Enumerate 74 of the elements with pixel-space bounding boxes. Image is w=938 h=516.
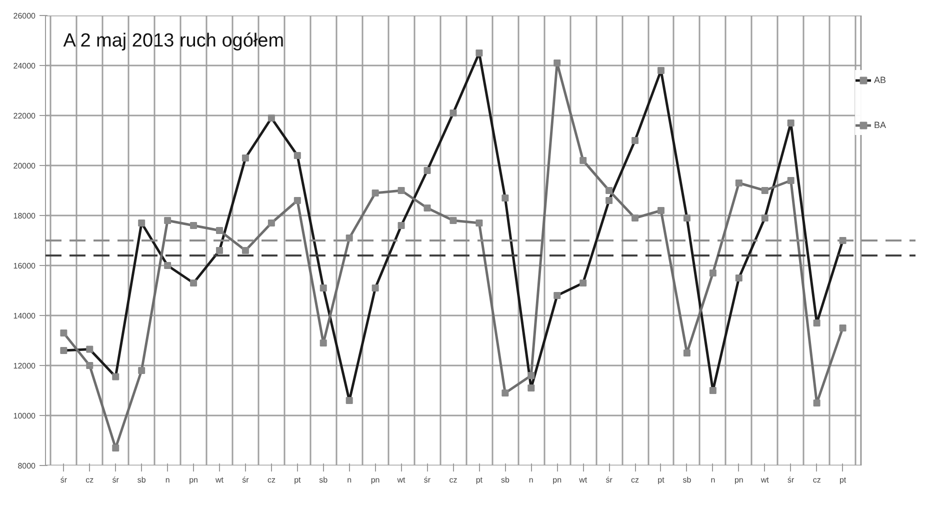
y-tick-label: 22000 <box>13 112 36 120</box>
x-tick-label: cz <box>86 476 94 484</box>
point <box>709 270 716 276</box>
y-tick-label: 14000 <box>13 312 36 320</box>
legend-label: AB <box>874 74 888 86</box>
point <box>813 400 820 406</box>
y-tick-label: 10000 <box>13 412 36 420</box>
x-tick-label: pt <box>476 476 484 484</box>
x-tick-label: cz <box>267 476 276 484</box>
point <box>554 60 561 66</box>
x-tick-label: n <box>347 476 352 484</box>
y-tick-label: 8000 <box>18 462 36 470</box>
point <box>242 247 249 254</box>
point <box>580 157 587 164</box>
y-tick-label: 18000 <box>13 212 36 220</box>
point <box>502 390 509 396</box>
x-tick-label: sb <box>137 476 146 484</box>
x-tick-label: śr <box>112 476 120 484</box>
point <box>268 220 275 226</box>
point <box>476 220 483 226</box>
x-tick-label: n <box>165 476 170 484</box>
x-tick-label: śr <box>424 476 431 484</box>
point <box>632 214 639 222</box>
point <box>398 187 405 194</box>
point <box>735 180 742 186</box>
point <box>761 187 768 194</box>
x-tick-label: pn <box>189 476 198 484</box>
x-tick-label: pt <box>839 476 847 484</box>
x-tick-label: pt <box>658 476 666 484</box>
x-tick-label: śr <box>606 476 613 484</box>
x-tick-label: sb <box>500 476 510 484</box>
x-tick-label: cz <box>812 476 821 484</box>
point <box>528 372 535 379</box>
point <box>164 217 172 224</box>
x-tick-label: pn <box>734 476 744 484</box>
point <box>683 350 690 356</box>
point <box>294 197 301 204</box>
y-tick-label: 12000 <box>13 362 36 370</box>
x-tick-label: n <box>528 476 534 484</box>
point <box>450 217 457 224</box>
point <box>190 222 198 229</box>
point <box>839 324 846 332</box>
point <box>787 177 794 184</box>
point <box>138 367 146 374</box>
point <box>606 187 613 194</box>
y-tick-label: 24000 <box>13 62 36 70</box>
x-tick-label: wt <box>396 476 406 484</box>
point <box>60 330 68 336</box>
x-tick-label: śr <box>788 476 795 484</box>
x-tick-label: pt <box>294 476 302 484</box>
x-tick-label: pn <box>370 476 380 484</box>
point <box>424 204 431 212</box>
x-tick-label: sb <box>319 476 328 484</box>
y-tick-label: 20000 <box>13 162 36 170</box>
y-tick-label: 16000 <box>13 262 36 270</box>
x-tick-label: śr <box>60 476 68 484</box>
x-tick-label: sb <box>682 476 692 484</box>
point <box>320 340 327 346</box>
x-tick-label: śr <box>242 476 250 484</box>
x-tick-label: n <box>710 476 716 484</box>
y-tick-label: 26000 <box>13 12 36 20</box>
x-tick-label: wt <box>760 476 770 484</box>
x-tick-label: pn <box>552 476 562 484</box>
text: A 2 maj 2013 ruch ogółem <box>63 30 284 52</box>
point <box>216 227 223 234</box>
x-tick-label: wt <box>214 476 224 484</box>
point <box>112 444 120 452</box>
point <box>372 190 379 196</box>
legend-label: BA <box>874 119 888 131</box>
point <box>86 362 94 369</box>
x-tick-label: cz <box>449 476 458 484</box>
x-tick-label: cz <box>631 476 640 484</box>
x-tick-label: wt <box>578 476 588 484</box>
point <box>657 207 664 214</box>
